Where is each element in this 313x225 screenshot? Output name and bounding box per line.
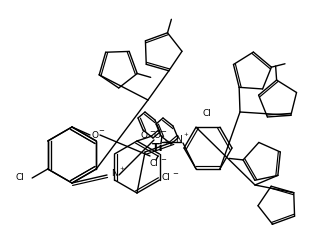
Text: +: + [184,133,188,137]
Text: +: + [120,166,124,171]
Text: −: − [172,171,178,177]
Text: −: − [160,129,166,135]
Text: O: O [91,130,99,140]
Text: Cl: Cl [150,160,158,169]
Text: O: O [141,131,147,140]
Text: Cl: Cl [15,173,24,182]
Text: Ti: Ti [152,143,164,153]
Text: O: O [153,131,161,140]
Text: −: − [160,157,166,163]
Text: −: − [149,129,155,135]
Text: 4+: 4+ [164,140,172,144]
Text: Cl: Cl [203,108,212,117]
Text: −: − [98,128,104,134]
Text: Cl: Cl [162,173,171,182]
Text: N: N [112,169,118,178]
Text: N: N [175,135,181,144]
